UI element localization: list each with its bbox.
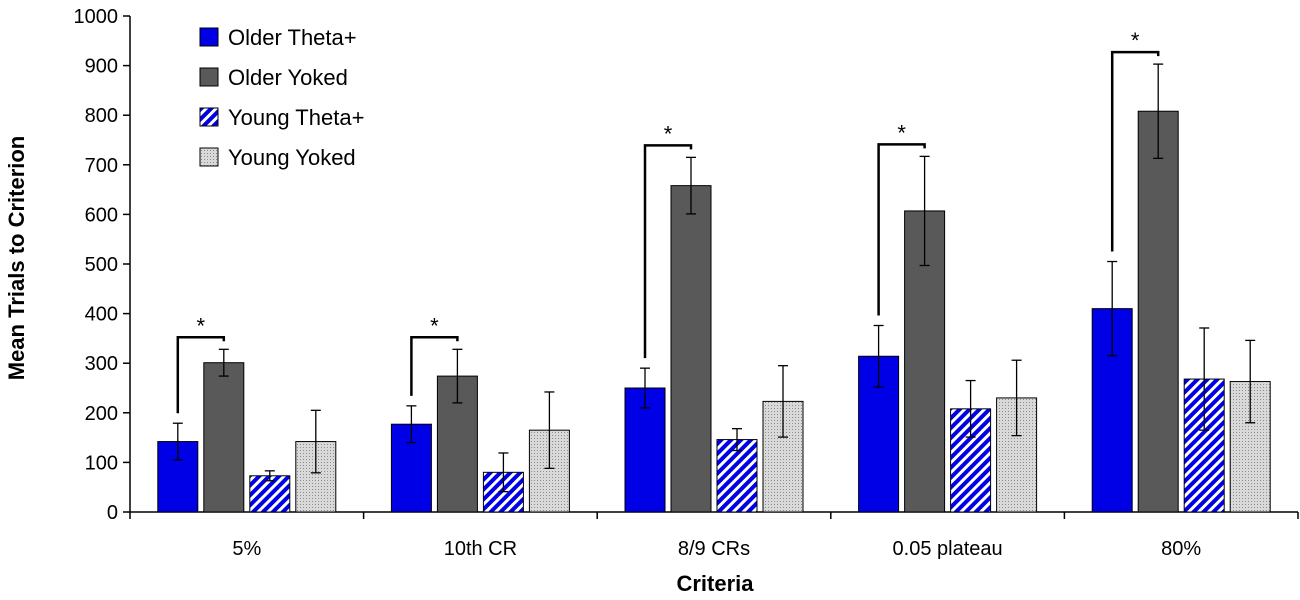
significance-star: * <box>664 121 673 146</box>
y-axis-title: Mean Trials to Criterion <box>4 136 29 381</box>
legend-label: Older Yoked <box>228 65 348 90</box>
bar <box>249 475 291 513</box>
x-tick-label: 8/9 CRs <box>678 538 750 560</box>
y-tick-label: 100 <box>85 452 118 474</box>
legend-label: Older Theta+ <box>228 25 357 50</box>
y-tick-label: 200 <box>85 403 118 425</box>
y-tick-label: 900 <box>85 56 118 78</box>
significance-star: * <box>430 313 439 338</box>
legend-swatch <box>199 107 219 127</box>
legend-label: Young Yoked <box>228 145 356 170</box>
x-tick-label: 5% <box>232 538 261 560</box>
significance-star: * <box>897 120 906 145</box>
y-tick-label: 500 <box>85 254 118 276</box>
y-tick-label: 700 <box>85 155 118 177</box>
legend-label: Young Theta+ <box>228 105 364 130</box>
x-tick-label: 80% <box>1161 538 1201 560</box>
significance-bracket <box>877 143 926 316</box>
bar <box>716 439 758 513</box>
legend-swatch <box>199 67 219 87</box>
significance-star: * <box>1131 28 1140 53</box>
y-tick-label: 800 <box>85 105 118 127</box>
x-tick-label: 10th CR <box>444 538 517 560</box>
x-tick-label: 0.05 plateau <box>893 538 1003 560</box>
legend-swatch <box>199 27 219 47</box>
bar <box>624 387 666 513</box>
bar <box>670 185 712 513</box>
significance-bracket <box>643 144 693 359</box>
significance-star: * <box>197 313 206 338</box>
y-tick-label: 600 <box>85 204 118 226</box>
legend: Older Theta+ Older Yoked Young Theta+ Young… <box>199 25 364 170</box>
y-tick-label: 400 <box>85 304 118 326</box>
y-tick-label: 300 <box>85 353 118 375</box>
significance-bracket <box>1110 50 1160 252</box>
significance-bracket <box>176 336 226 414</box>
legend-swatch <box>199 147 219 167</box>
y-tick-label: 1000 <box>74 6 119 28</box>
y-tick-label: 0 <box>107 502 118 524</box>
bar <box>203 362 245 513</box>
x-axis-title: Criteria <box>676 571 754 596</box>
bar <box>1137 110 1179 513</box>
significance-bracket <box>410 336 459 396</box>
